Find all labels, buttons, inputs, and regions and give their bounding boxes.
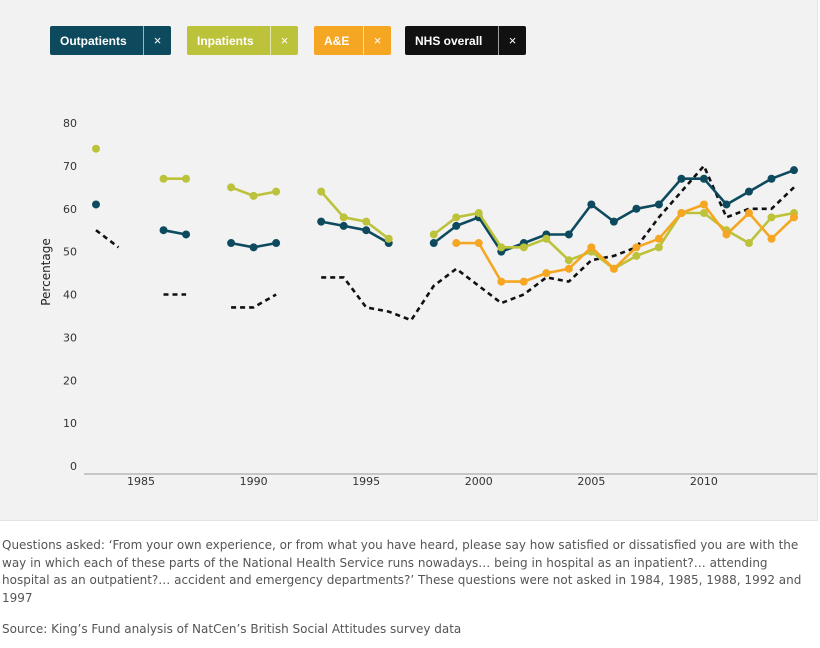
data-point-outpatients <box>564 230 573 239</box>
data-point-outpatients <box>362 226 371 235</box>
data-point-outpatients <box>452 221 461 230</box>
y-tick-label: 20 <box>63 374 77 387</box>
data-point-outpatients <box>587 200 596 209</box>
series-line-outpatients <box>320 220 390 245</box>
x-tick-label: 1985 <box>127 475 155 488</box>
data-point-a-e <box>497 277 506 286</box>
data-point-a-e <box>587 243 596 252</box>
y-tick-label: 0 <box>70 460 77 473</box>
data-point-a-e <box>767 234 776 243</box>
y-tick-label: 10 <box>63 417 77 430</box>
data-point-inpatients <box>452 213 461 222</box>
x-tick-label: 2000 <box>465 475 493 488</box>
legend-chip-inpatients[interactable]: Inpatients × <box>187 26 298 55</box>
data-point-inpatients <box>429 230 438 239</box>
data-point-inpatients <box>227 183 236 192</box>
data-point-inpatients <box>497 243 506 252</box>
series-line-a-e <box>456 203 795 283</box>
y-tick-label: 60 <box>63 203 77 216</box>
data-point-outpatients <box>632 204 641 213</box>
data-point-a-e <box>452 239 461 248</box>
data-point-inpatients <box>654 243 663 252</box>
data-point-a-e <box>790 213 798 222</box>
data-point-inpatients <box>92 144 100 153</box>
data-point-outpatients <box>790 166 798 175</box>
data-point-a-e <box>722 230 731 239</box>
data-point-outpatients <box>339 221 348 230</box>
series-line-inpatients <box>320 190 390 240</box>
data-point-inpatients <box>699 209 708 218</box>
data-point-outpatients <box>744 187 753 196</box>
data-point-inpatients <box>542 234 551 243</box>
y-tick-label: 80 <box>63 117 77 130</box>
x-tick-label: 1995 <box>352 475 380 488</box>
y-tick-label: 70 <box>63 160 77 173</box>
data-point-outpatients <box>317 217 326 226</box>
data-point-a-e <box>632 243 641 252</box>
data-point-a-e <box>542 269 551 278</box>
x-tick-label: 2010 <box>690 475 718 488</box>
data-point-inpatients <box>632 251 641 260</box>
y-axis-title: Percentage <box>39 238 53 306</box>
data-point-outpatients <box>182 230 191 239</box>
legend-label-outpatients: Outpatients <box>60 33 127 48</box>
y-tick-label: 30 <box>63 331 77 344</box>
x-tick-label: 1990 <box>240 475 268 488</box>
legend-label-nhs-overall: NHS overall <box>415 33 483 48</box>
legend-label-inpatients: Inpatients <box>197 33 254 48</box>
data-point-outpatients <box>609 217 618 226</box>
data-point-a-e <box>677 209 686 218</box>
legend-chip-ae[interactable]: A&E × <box>314 26 391 55</box>
series-line-nhs-overall <box>321 164 795 322</box>
data-point-a-e <box>699 200 708 209</box>
data-point-inpatients <box>339 213 348 222</box>
data-point-outpatients <box>159 226 168 235</box>
data-point-a-e <box>519 277 528 286</box>
data-point-inpatients <box>564 256 573 265</box>
data-point-inpatients <box>317 187 326 196</box>
close-icon[interactable]: × <box>498 26 526 55</box>
data-point-inpatients <box>159 174 168 183</box>
data-point-inpatients <box>249 191 258 200</box>
legend-chip-nhs-overall[interactable]: NHS overall × <box>405 26 526 55</box>
data-point-a-e <box>654 234 663 243</box>
footnote: Questions asked: ‘From your own experien… <box>2 538 802 605</box>
chart-panel: Outpatients × Inpatients × A&E × NHS ove… <box>0 0 818 521</box>
data-point-inpatients <box>767 213 776 222</box>
data-point-outpatients <box>227 239 236 248</box>
close-icon[interactable]: × <box>363 26 391 55</box>
data-point-outpatients <box>272 239 281 248</box>
x-tick-label: 2005 <box>577 475 605 488</box>
data-point-inpatients <box>384 234 393 243</box>
data-point-outpatients <box>249 243 258 252</box>
source-note: Source: King’s Fund analysis of NatCen’s… <box>2 622 462 636</box>
data-point-outpatients <box>92 200 100 209</box>
data-point-outpatients <box>767 174 776 183</box>
legend-label-ae: A&E <box>324 33 350 48</box>
close-icon[interactable]: × <box>270 26 298 55</box>
data-point-outpatients <box>677 174 686 183</box>
data-point-outpatients <box>699 174 708 183</box>
data-point-inpatients <box>474 209 483 218</box>
line-chart: Percentage 0 10 20 30 40 50 60 70 80 1985 1990 1995 2… <box>39 117 817 488</box>
legend-chip-outpatients[interactable]: Outpatients × <box>50 26 171 55</box>
data-point-a-e <box>564 264 573 273</box>
series-line-nhs-overall <box>95 229 120 249</box>
close-icon[interactable]: × <box>143 26 171 55</box>
data-point-inpatients <box>182 174 191 183</box>
series-line-nhs-overall <box>231 293 277 309</box>
data-point-outpatients <box>722 200 731 209</box>
data-point-inpatients <box>744 239 753 248</box>
data-point-a-e <box>474 239 483 248</box>
data-point-inpatients <box>272 187 281 196</box>
data-point-outpatients <box>654 200 663 209</box>
y-tick-label: 40 <box>63 289 77 302</box>
data-point-a-e <box>744 209 753 218</box>
data-point-outpatients <box>429 239 438 248</box>
data-point-a-e <box>609 264 618 273</box>
data-point-inpatients <box>519 243 528 252</box>
data-point-inpatients <box>362 217 371 226</box>
y-tick-label: 50 <box>63 246 77 259</box>
